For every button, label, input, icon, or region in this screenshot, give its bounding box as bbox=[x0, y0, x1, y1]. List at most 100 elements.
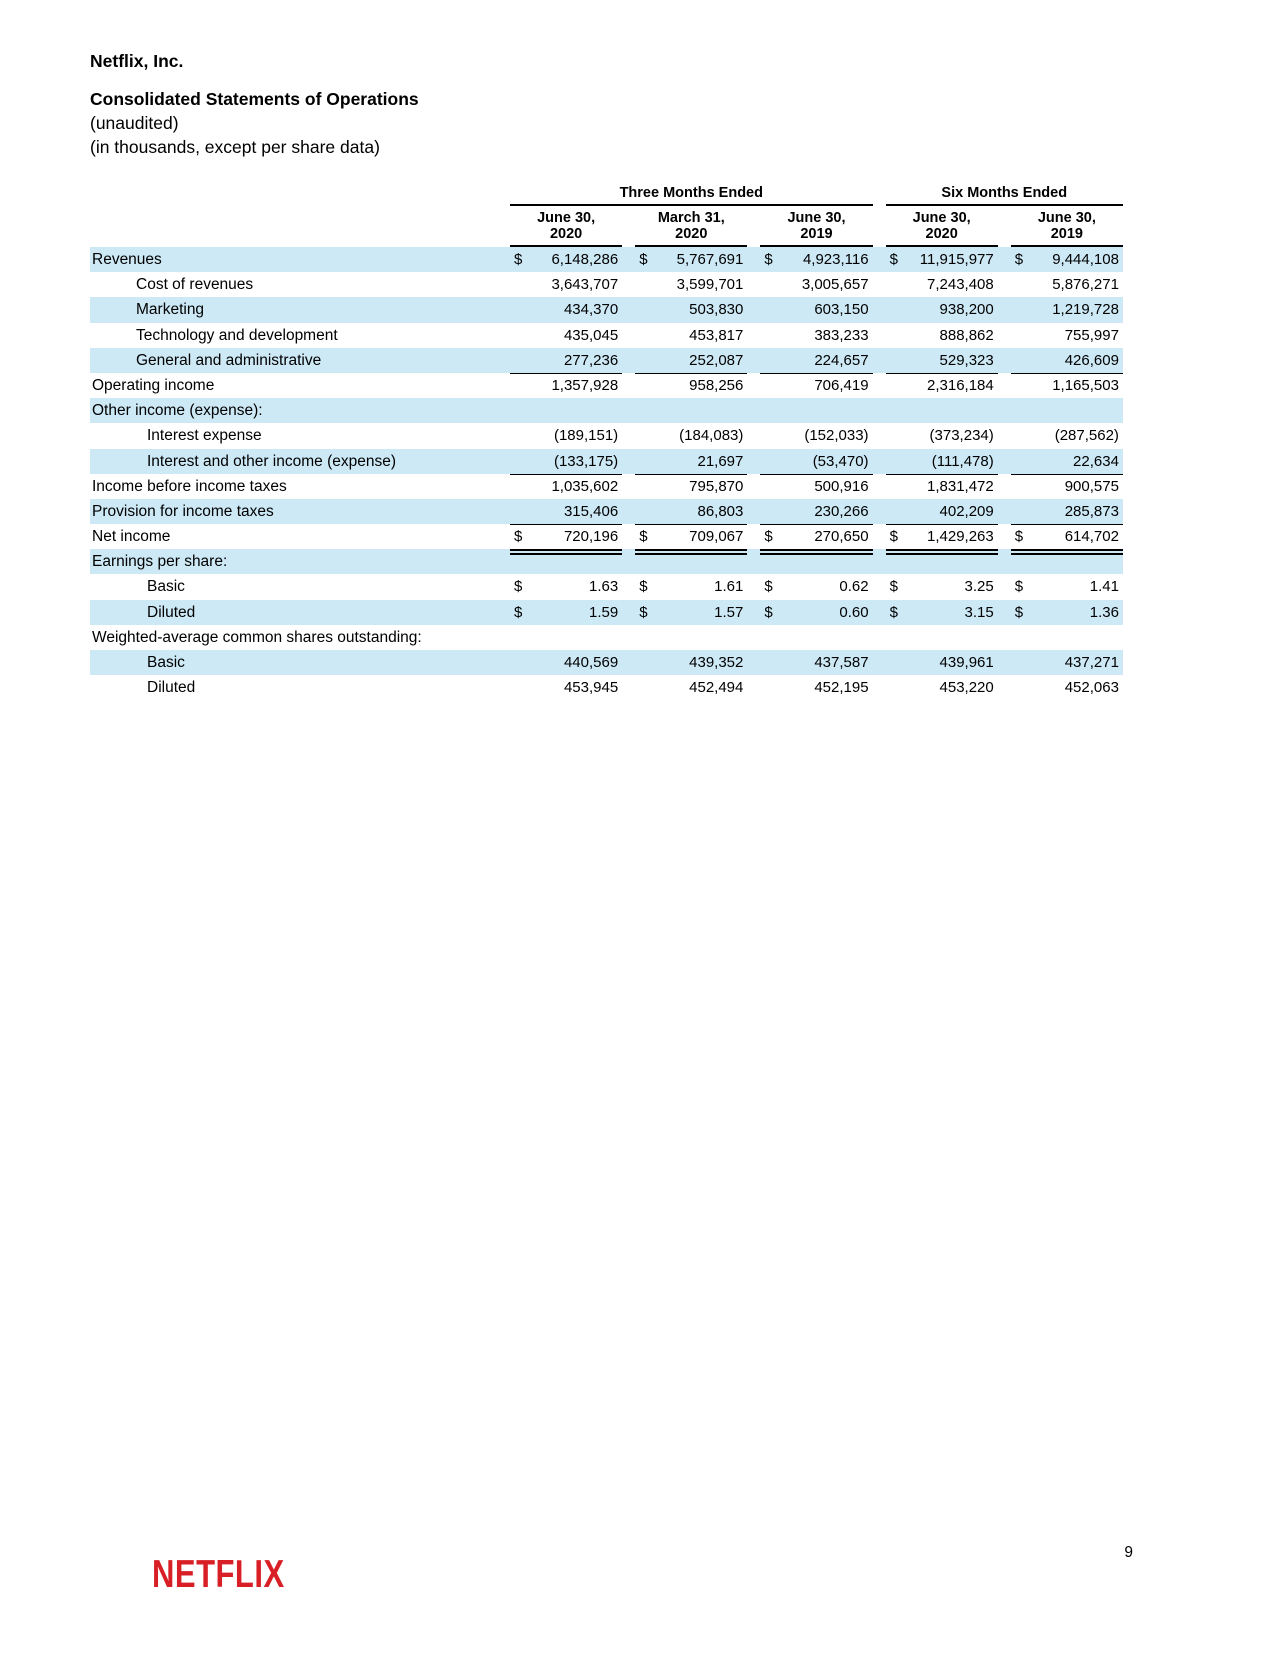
row-label: Income before income taxes bbox=[92, 477, 287, 495]
cell-value: $1,429,263 bbox=[885, 524, 998, 556]
dollar-sign: $ bbox=[889, 603, 898, 621]
group-header-spacer bbox=[90, 185, 497, 206]
row-label: Marketing bbox=[136, 301, 205, 319]
cell-value: $4,923,116 bbox=[760, 247, 872, 272]
group-header-three-months: Three Months Ended bbox=[510, 185, 873, 206]
cell-number: 1.61 bbox=[714, 578, 744, 596]
cell-value: 277,236 bbox=[510, 348, 623, 374]
cell-value: (152,033) bbox=[804, 427, 869, 445]
dollar-sign: $ bbox=[1014, 578, 1024, 596]
dollar-sign: $ bbox=[1014, 603, 1024, 621]
group-header-row: Three Months Ended Six Months Ended bbox=[90, 185, 1123, 206]
cell-value: 529,323 bbox=[885, 348, 998, 374]
cell-value bbox=[760, 625, 872, 650]
cell-value: $1.63 bbox=[510, 574, 622, 599]
table-row: Cost of revenues 3,643,707 3,599,701 3,005,… bbox=[90, 272, 1123, 297]
cell-value: 439,961 bbox=[939, 654, 994, 671]
cell-value bbox=[635, 398, 747, 423]
cell-value: 437,271 bbox=[1064, 654, 1119, 671]
company-name: Netflix, Inc. bbox=[90, 51, 184, 71]
table-row: Other income (expense): bbox=[90, 398, 1123, 424]
cell-value: $1.61 bbox=[635, 574, 747, 599]
cell-value: $1.36 bbox=[1011, 600, 1123, 625]
cell-number: 614,702 bbox=[1064, 528, 1119, 546]
cell-value: 285,873 bbox=[1010, 499, 1123, 526]
cell-value: 3,005,657 bbox=[801, 276, 869, 294]
netflix-logo: NETFLIX bbox=[152, 1552, 285, 1596]
cell-value bbox=[510, 625, 622, 650]
table-row: Basic $1.63 $1.61 $0.62 $3.25 $1.41 bbox=[90, 574, 1123, 599]
table-row: Weighted-average common shares outstandi… bbox=[90, 625, 1123, 650]
cell-value: (184,083) bbox=[679, 427, 744, 445]
cell-value: 230,266 bbox=[760, 499, 873, 526]
table-row: Earnings per share: bbox=[90, 549, 1123, 575]
cell-value: $709,067 bbox=[635, 524, 748, 556]
column-header-5: June 30, 2019 bbox=[1010, 206, 1123, 247]
dollar-sign: $ bbox=[764, 251, 773, 268]
cell-value: $0.60 bbox=[760, 600, 872, 625]
row-label: Weighted-average common shares outstandi… bbox=[92, 628, 422, 646]
cell-number: 0.60 bbox=[839, 603, 869, 621]
cell-value bbox=[886, 398, 998, 423]
cell-value: 383,233 bbox=[814, 326, 869, 344]
cell-value: 21,697 bbox=[635, 449, 748, 475]
cell-value bbox=[510, 398, 622, 423]
dollar-sign: $ bbox=[764, 603, 773, 621]
cell-value: 402,209 bbox=[885, 499, 998, 526]
cell-value: $720,196 bbox=[510, 524, 623, 556]
cell-number: 709,067 bbox=[689, 528, 744, 546]
cell-value: $1.57 bbox=[635, 600, 747, 625]
cell-value: 958,256 bbox=[689, 376, 744, 394]
row-label: Diluted bbox=[147, 603, 196, 621]
cell-number: 1.63 bbox=[588, 578, 619, 596]
cell-number: 1,429,263 bbox=[927, 528, 994, 546]
column-header-line1: June 30, bbox=[912, 210, 971, 226]
table-row: Basic 440,569 439,352 437,587 439,961 437,271 bbox=[90, 650, 1123, 676]
cell-value: 2,316,184 bbox=[927, 376, 994, 394]
cell-value: $5,767,691 bbox=[635, 247, 747, 272]
cell-value: 434,370 bbox=[563, 301, 619, 319]
row-label: Interest and other income (expense) bbox=[147, 452, 396, 470]
table-row: General and administrative 277,236 252,087… bbox=[90, 347, 1123, 374]
cell-value: 437,587 bbox=[814, 654, 869, 671]
cell-value: $3.25 bbox=[886, 574, 998, 599]
cell-value: $6,148,286 bbox=[510, 247, 622, 272]
cell-value bbox=[886, 625, 998, 650]
cell-value: 706,419 bbox=[814, 376, 869, 394]
column-header-spacer bbox=[90, 206, 497, 247]
cell-value: 795,870 bbox=[689, 477, 744, 495]
cell-value bbox=[1011, 625, 1123, 650]
cell-number: 720,196 bbox=[563, 528, 619, 546]
table-row: Net income $720,196 $709,067 $270,650 $1,429… bbox=[90, 524, 1123, 556]
cell-value: 224,657 bbox=[760, 348, 873, 374]
column-header-2: March 31, 2020 bbox=[635, 206, 748, 247]
cell-value: 7,243,408 bbox=[927, 276, 994, 294]
cell-value: (111,478) bbox=[885, 449, 998, 475]
cell-number: 3.25 bbox=[964, 578, 994, 596]
cell-value: $9,444,108 bbox=[1011, 247, 1123, 272]
dollar-sign: $ bbox=[764, 528, 773, 546]
table-row: Diluted 453,945 452,494 452,195 453,220 452,0… bbox=[90, 675, 1123, 700]
financial-table: Three Months Ended Six Months Ended June… bbox=[90, 185, 1123, 700]
cell-number: 1.59 bbox=[588, 603, 619, 621]
column-header-line1: March 31, bbox=[657, 210, 725, 226]
table-row: Provision for income taxes 315,406 86,803 2… bbox=[90, 498, 1123, 526]
dollar-sign: $ bbox=[639, 251, 648, 268]
dollar-sign: $ bbox=[889, 528, 898, 546]
cell-value bbox=[1011, 398, 1123, 423]
cell-value: 452,195 bbox=[814, 679, 869, 697]
cell-number: 4,923,116 bbox=[802, 251, 869, 268]
dollar-sign: $ bbox=[889, 251, 898, 268]
cell-value: (53,470) bbox=[760, 449, 873, 475]
dollar-sign: $ bbox=[514, 251, 523, 268]
cell-value bbox=[635, 625, 747, 650]
row-label: Diluted bbox=[147, 679, 196, 697]
row-label: Basic bbox=[147, 578, 185, 596]
cell-value: $3.15 bbox=[886, 600, 998, 625]
cell-value: 5,876,271 bbox=[1052, 276, 1119, 294]
cell-value: $1.59 bbox=[510, 600, 622, 625]
column-header-4: June 30, 2020 bbox=[885, 206, 998, 247]
page-number-area: 9 bbox=[90, 1544, 1133, 1562]
cell-value: 452,494 bbox=[689, 679, 744, 697]
column-header-line2: 2019 bbox=[800, 226, 833, 242]
